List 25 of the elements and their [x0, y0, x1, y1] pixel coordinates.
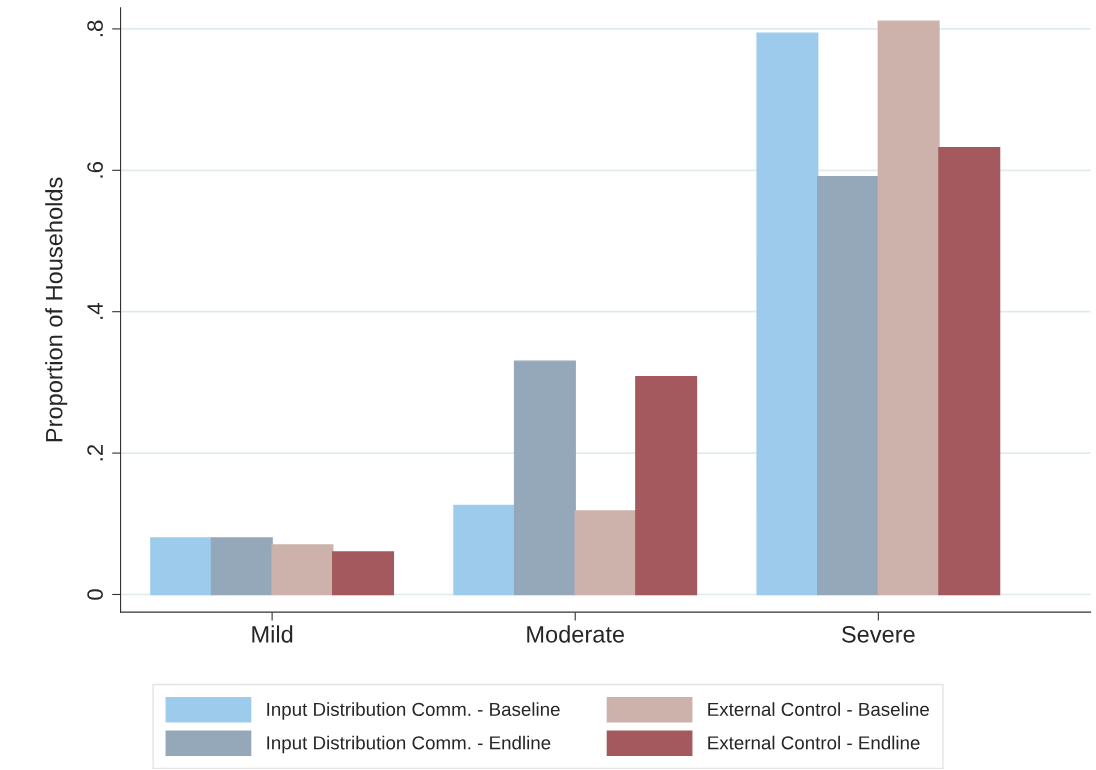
y-tick-label: .4 [87, 303, 103, 319]
bar [635, 376, 698, 596]
bar [817, 175, 880, 596]
legend-label: External Control - Endline [708, 735, 920, 750]
y-tick-label: .6 [87, 162, 103, 178]
y-tick-label: .8 [87, 20, 103, 37]
bar [271, 544, 334, 596]
x-tick-label: Moderate [527, 625, 625, 643]
x-tick-label: Mild [252, 625, 293, 643]
legend-label: External Control - Baseline [708, 702, 929, 717]
bar [513, 360, 576, 596]
bar [756, 32, 819, 596]
bar [453, 504, 516, 596]
bar [210, 537, 273, 596]
legend-label: Input Distribution Comm. - Endline [267, 735, 551, 754]
bar [150, 537, 213, 596]
y-tick-label: .2 [87, 444, 103, 461]
y-axis-title: Proportion of Households [45, 177, 68, 442]
y-tick-label: 0 [87, 589, 103, 600]
bar [877, 20, 940, 596]
bar [938, 146, 1001, 596]
bar [574, 510, 637, 596]
bar [332, 551, 395, 596]
x-tick-label: Severe [842, 625, 915, 643]
legend-label: Input Distribution Comm. - Baseline [267, 702, 560, 720]
